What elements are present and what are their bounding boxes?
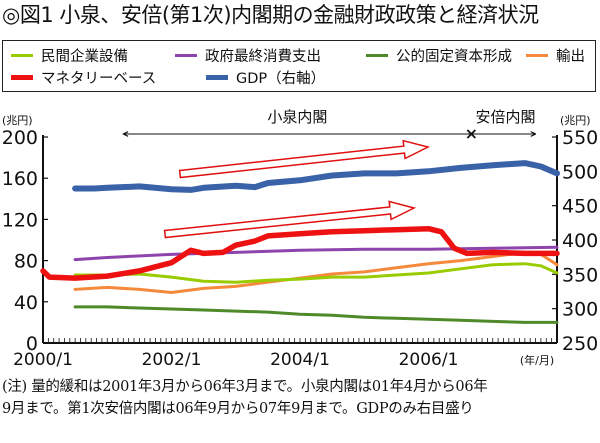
y-right-unit-label: (兆円): [560, 114, 591, 127]
monetary-base-trend-arrow: [163, 200, 417, 239]
period-boundary-marker: [466, 129, 476, 139]
footnote: (注) 量的緩和は2001年3月から06年3月まで。小泉内閣は01年4月から06…: [2, 376, 488, 420]
y-left-unit-label: (兆円): [2, 114, 33, 127]
y-left-tick-label: 120: [2, 209, 38, 231]
y-right-tick-label: 250: [562, 333, 598, 355]
legend-label: 政府最終消費支出: [205, 49, 321, 65]
legend: 民間企業設備 政府最終消費支出 公的固定資本形成 輸出 マネタリーベース GDP…: [2, 40, 596, 92]
legend-item-gdp: GDP（右軸）: [206, 67, 325, 88]
footnote-line: 9月まで。第1次安倍内閣は06年9月から07年9月まで。GDPのみ右目盛り: [2, 401, 474, 417]
x-axis-unit-label: (年/月): [520, 353, 554, 367]
x-tick-label: 2006/1: [399, 350, 459, 370]
chart-title: ◎図1 小泉、安倍(第1次)内閣期の金融財政政策と経済状況: [2, 3, 539, 27]
legend-item-exports: 輸出: [526, 45, 585, 66]
legend-swatch: [11, 75, 33, 80]
x-tick-label: 2004/1: [270, 350, 330, 370]
y-left-tick-label: 200: [2, 127, 38, 149]
y-right-tick-label: 400: [562, 230, 598, 252]
legend-label: 公的固定資本形成: [396, 49, 512, 65]
y-left-tick-label: 40: [14, 292, 38, 314]
y-right-tick-label: 450: [562, 196, 598, 218]
line-private-investment: [73, 262, 559, 284]
line-monetary-base: [40, 225, 560, 281]
legend-label: GDP（右軸）: [236, 71, 326, 87]
legend-label: マネタリーベース: [41, 71, 157, 87]
legend-item-monetary-base: マネタリーベース: [11, 67, 156, 88]
x-tick-label: 2000/1: [13, 350, 73, 370]
legend-label: 民間企業設備: [41, 49, 128, 65]
footnote-line: (注) 量的緩和は2001年3月から06年3月まで。小泉内閣は01年4月から06…: [2, 379, 488, 395]
y-right-tick-label: 500: [562, 161, 598, 183]
legend-swatch: [366, 54, 388, 57]
line-gdp: [72, 160, 560, 193]
y-right-tick-label: 300: [562, 299, 598, 321]
koizumi-label: 小泉内閣: [267, 108, 327, 126]
legend-swatch: [11, 54, 33, 57]
x-tick-label: 2002/1: [142, 350, 202, 370]
y-left-tick-label: 80: [14, 251, 38, 273]
legend-swatch: [206, 75, 228, 80]
abe-label: 安倍内閣: [475, 108, 535, 126]
legend-label: 輸出: [556, 49, 585, 65]
legend-item-government-consumption: 政府最終消費支出: [175, 45, 321, 66]
y-right-tick-label: 550: [562, 127, 598, 149]
line-public-investment: [73, 305, 559, 324]
line-government-consumption: [73, 245, 559, 262]
legend-swatch: [175, 54, 197, 57]
legend-item-public-investment: 公的固定資本形成: [366, 45, 512, 66]
legend-item-private-investment: 民間企業設備: [11, 45, 128, 66]
gdp-trend-arrow: [178, 139, 431, 179]
y-left-tick-label: 0: [26, 333, 38, 355]
legend-swatch: [526, 54, 548, 57]
line-exports: [73, 250, 559, 294]
y-right-tick-label: 350: [562, 264, 598, 286]
y-left-tick-label: 160: [2, 168, 38, 190]
